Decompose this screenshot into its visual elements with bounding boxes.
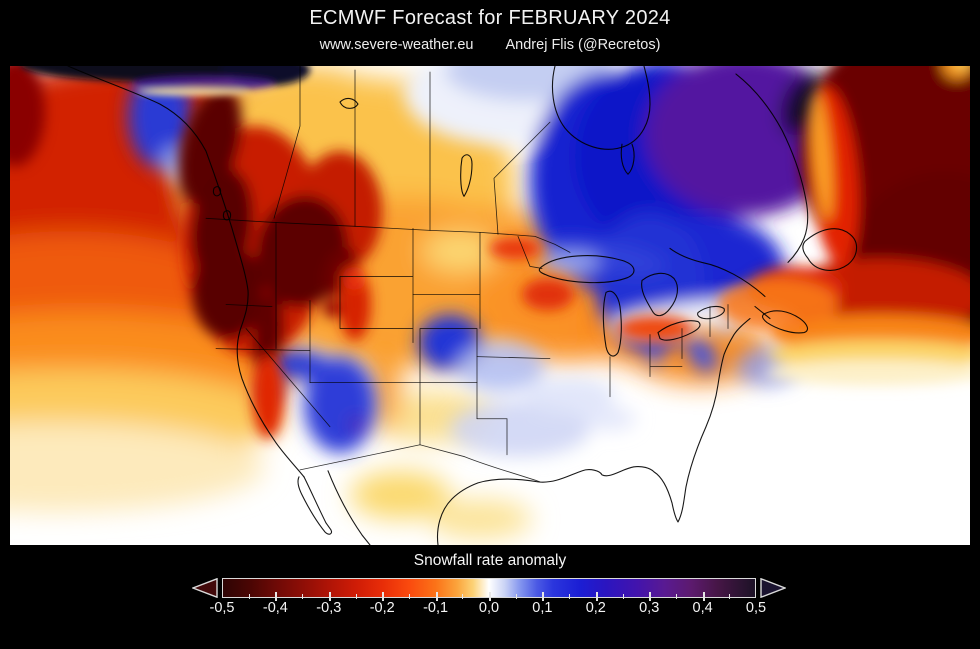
state-borders <box>205 66 729 483</box>
colorbar-tick-label: -0,2 <box>369 600 395 616</box>
colorbar-major-tick <box>275 592 278 601</box>
colorbar-major-tick <box>489 592 491 601</box>
colorbar-major-tick <box>328 592 331 601</box>
page-title: ECMWF Forecast for FEBRUARY 2024 <box>309 7 671 29</box>
colorbar-minor-tick <box>569 594 571 599</box>
nova-scotia-path <box>762 310 809 334</box>
colorbar-tick-label: 0,0 <box>478 600 500 616</box>
top-left-dark-strip <box>20 66 310 97</box>
baja-peninsula-path <box>297 476 333 535</box>
colorbar-minor-tick <box>355 594 357 599</box>
colorbar-ticks <box>222 578 756 601</box>
colorbar-tick-label: -0,4 <box>262 600 288 616</box>
st-lawrence-path <box>669 247 766 298</box>
newfoundland-path <box>802 228 858 271</box>
colorbar-tick-label: 0,4 <box>692 600 713 616</box>
colorbar-minor-tick <box>729 594 731 599</box>
lake-erie-path <box>657 320 701 341</box>
pacific-coastline-path <box>67 66 305 478</box>
colorbar-labels: -0,5 -0,4 -0,3 -0,2 -0,1 0,0 0,1 0,2 0,3 0,4 0,5 <box>210 600 767 618</box>
colorbar-tick-label: 0,5 <box>745 600 767 616</box>
atlantic-dark-red-field <box>718 66 970 386</box>
colorbar-major-tick <box>435 592 438 601</box>
colorbar-major-tick <box>382 592 385 601</box>
hudson-bay-path <box>551 66 651 150</box>
colorbar-minor-tick <box>248 594 250 599</box>
colorbar-under-arrow <box>192 578 218 598</box>
lake-michigan-path <box>602 290 622 357</box>
coastlines <box>67 66 858 545</box>
colorbar-major-tick <box>542 592 545 601</box>
lake-huron-path <box>641 272 679 317</box>
website-text: www.severe-weather.eu <box>319 37 474 53</box>
colorbar-minor-tick <box>515 594 517 599</box>
weather-map <box>10 66 970 545</box>
great-slave-lake-path <box>339 97 359 109</box>
colorbar-over-arrow <box>760 578 786 598</box>
colorbar-minor-tick <box>675 594 677 599</box>
gulf-and-east-coastline-path <box>436 317 751 545</box>
colorbar-major-tick <box>649 592 652 601</box>
colorbar-tick-label: -0,5 <box>209 600 235 616</box>
mexico-west-coast-path <box>327 470 371 545</box>
lake-winnipeg-path <box>460 154 473 197</box>
colorbar-minor-tick <box>622 594 624 599</box>
colorbar-tick-label: 0,3 <box>639 600 660 616</box>
anomaly-map-svg <box>10 66 970 545</box>
colorbar-tick-label: 0,1 <box>532 600 553 616</box>
bay-of-fundy-path <box>754 305 771 320</box>
coastal-islands-path <box>212 186 232 221</box>
lake-ontario-path <box>697 305 725 320</box>
labrador-coast-path <box>735 73 809 263</box>
colorbar-major-tick <box>702 592 705 601</box>
colorbar-tick-label: -0,1 <box>423 600 449 616</box>
colorbar-wrap <box>192 578 786 601</box>
colorbar-major-tick <box>595 592 598 601</box>
colorbar-tick-label: 0,2 <box>585 600 606 616</box>
colorbar-tick-label: -0,3 <box>316 600 342 616</box>
colorbar-minor-tick <box>302 594 304 599</box>
legend-title: Snowfall rate anomaly <box>413 552 567 569</box>
cool-anomaly-field <box>128 66 845 457</box>
subtitle: www.severe-weather.eu Andrej Flis (@Recr… <box>0 37 980 53</box>
james-bay-path <box>620 143 635 175</box>
colorbar-minor-tick <box>462 594 464 599</box>
author-text: Andrej Flis (@Recretos) <box>505 37 661 53</box>
colorbar-minor-tick <box>408 594 410 599</box>
lake-superior-path <box>538 255 635 284</box>
